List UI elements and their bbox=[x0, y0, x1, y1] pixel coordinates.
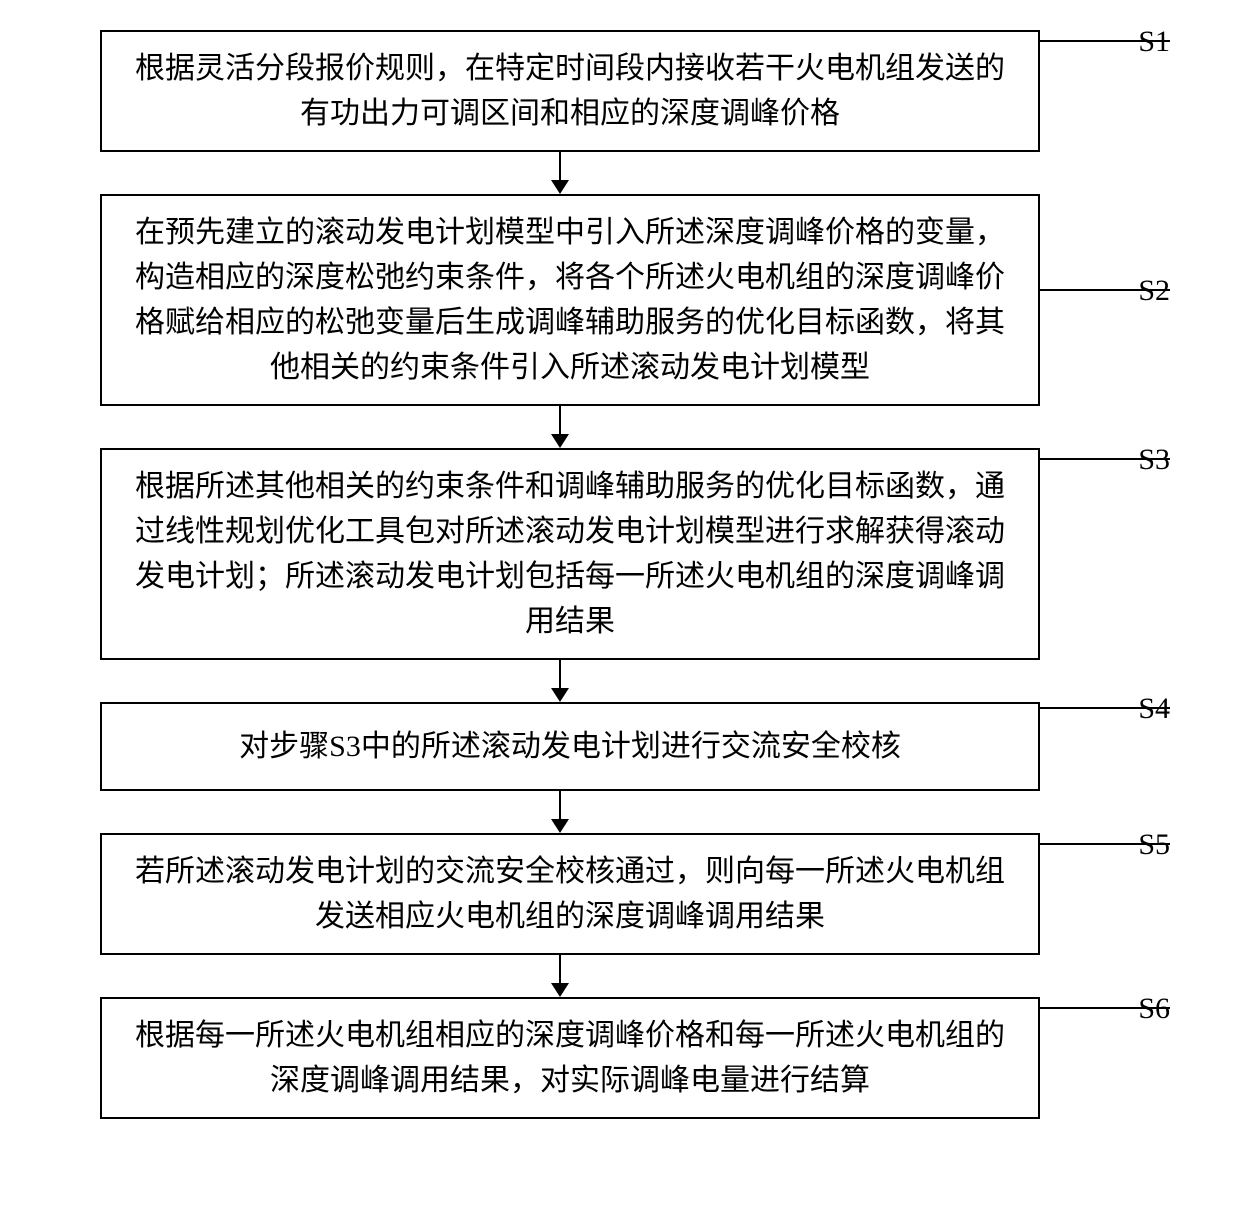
connector-s5-s6 bbox=[20, 955, 1220, 997]
step-label-s2: S2 bbox=[1138, 274, 1170, 308]
step-box-s6: 根据每一所述火电机组相应的深度调峰价格和每一所述火电机组的深度调峰调用结果，对实… bbox=[100, 997, 1040, 1119]
step-label-s1: S1 bbox=[1138, 25, 1170, 59]
arrow-s3-s4 bbox=[551, 660, 569, 702]
step-box-s4: 对步骤S3中的所述滚动发电计划进行交流安全校核 bbox=[100, 702, 1040, 791]
step-text-s6: 根据每一所述火电机组相应的深度调峰价格和每一所述火电机组的深度调峰调用结果，对实… bbox=[135, 1019, 1005, 1097]
step-box-s1: 根据灵活分段报价规则，在特定时间段内接收若干火电机组发送的有功出力可调区间和相应… bbox=[100, 30, 1040, 152]
arrow-s2-s3 bbox=[551, 406, 569, 448]
connector-s2-s3 bbox=[20, 406, 1220, 448]
step-label-s6: S6 bbox=[1138, 992, 1170, 1026]
step-box-s5: 若所述滚动发电计划的交流安全校核通过，则向每一所述火电机组发送相应火电机组的深度… bbox=[100, 833, 1040, 955]
step-text-s2: 在预先建立的滚动发电计划模型中引入所述深度调峰价格的变量，构造相应的深度松弛约束… bbox=[135, 216, 1005, 384]
step-label-s3: S3 bbox=[1138, 443, 1170, 477]
step-text-s1: 根据灵活分段报价规则，在特定时间段内接收若干火电机组发送的有功出力可调区间和相应… bbox=[135, 52, 1005, 130]
arrow-s1-s2 bbox=[551, 152, 569, 194]
step-label-s4: S4 bbox=[1138, 692, 1170, 726]
flowchart-container: 根据灵活分段报价规则，在特定时间段内接收若干火电机组发送的有功出力可调区间和相应… bbox=[20, 30, 1220, 1119]
step-text-s5: 若所述滚动发电计划的交流安全校核通过，则向每一所述火电机组发送相应火电机组的深度… bbox=[135, 855, 1005, 933]
step-row-s2: 在预先建立的滚动发电计划模型中引入所述深度调峰价格的变量，构造相应的深度松弛约束… bbox=[20, 194, 1220, 406]
arrow-s4-s5 bbox=[551, 791, 569, 833]
connector-s1-s2 bbox=[20, 152, 1220, 194]
step-row-s6: 根据每一所述火电机组相应的深度调峰价格和每一所述火电机组的深度调峰调用结果，对实… bbox=[20, 997, 1220, 1119]
step-box-s3: 根据所述其他相关的约束条件和调峰辅助服务的优化目标函数，通过线性规划优化工具包对… bbox=[100, 448, 1040, 660]
step-text-s3: 根据所述其他相关的约束条件和调峰辅助服务的优化目标函数，通过线性规划优化工具包对… bbox=[135, 470, 1005, 638]
step-row-s5: 若所述滚动发电计划的交流安全校核通过，则向每一所述火电机组发送相应火电机组的深度… bbox=[20, 833, 1220, 955]
arrow-s5-s6 bbox=[551, 955, 569, 997]
step-text-s4: 对步骤S3中的所述滚动发电计划进行交流安全校核 bbox=[239, 730, 901, 763]
connector-s4-s5 bbox=[20, 791, 1220, 833]
step-row-s4: 对步骤S3中的所述滚动发电计划进行交流安全校核 S4 bbox=[20, 702, 1220, 791]
connector-s3-s4 bbox=[20, 660, 1220, 702]
step-label-s5: S5 bbox=[1138, 828, 1170, 862]
step-row-s1: 根据灵活分段报价规则，在特定时间段内接收若干火电机组发送的有功出力可调区间和相应… bbox=[20, 30, 1220, 152]
step-row-s3: 根据所述其他相关的约束条件和调峰辅助服务的优化目标函数，通过线性规划优化工具包对… bbox=[20, 448, 1220, 660]
step-box-s2: 在预先建立的滚动发电计划模型中引入所述深度调峰价格的变量，构造相应的深度松弛约束… bbox=[100, 194, 1040, 406]
